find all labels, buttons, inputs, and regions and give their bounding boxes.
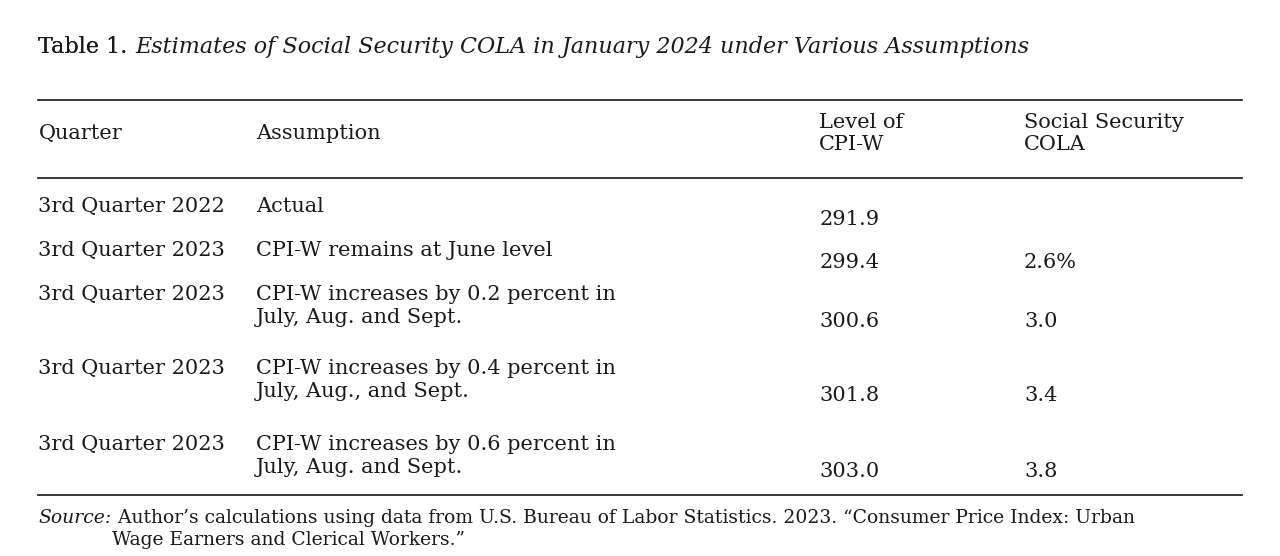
Text: 3rd Quarter 2023: 3rd Quarter 2023 (38, 285, 225, 304)
Text: CPI-W remains at June level: CPI-W remains at June level (256, 241, 553, 260)
Text: Quarter: Quarter (38, 124, 122, 143)
Text: CPI-W increases by 0.6 percent in
July, Aug. and Sept.: CPI-W increases by 0.6 percent in July, … (256, 435, 616, 477)
Text: 299.4: 299.4 (819, 253, 879, 272)
Text: 3rd Quarter 2023: 3rd Quarter 2023 (38, 435, 225, 454)
Text: 3.8: 3.8 (1024, 462, 1057, 481)
Text: 3rd Quarter 2023: 3rd Quarter 2023 (38, 359, 225, 378)
Text: Social Security
COLA: Social Security COLA (1024, 112, 1184, 155)
Text: 303.0: 303.0 (819, 462, 879, 481)
Text: Source:: Source: (38, 509, 111, 527)
Text: 301.8: 301.8 (819, 386, 879, 405)
Text: 3rd Quarter 2022: 3rd Quarter 2022 (38, 197, 225, 216)
Text: CPI-W increases by 0.4 percent in
July, Aug., and Sept.: CPI-W increases by 0.4 percent in July, … (256, 359, 616, 401)
Text: Estimates of Social Security COLA in January 2024 under Various Assumptions: Estimates of Social Security COLA in Jan… (134, 36, 1029, 58)
Text: Table 1.: Table 1. (38, 36, 134, 58)
Text: Table 1.: Table 1. (38, 36, 134, 58)
Text: 300.6: 300.6 (819, 312, 879, 331)
Text: Level of
CPI-W: Level of CPI-W (819, 112, 904, 155)
Text: CPI-W increases by 0.2 percent in
July, Aug. and Sept.: CPI-W increases by 0.2 percent in July, … (256, 285, 616, 327)
Text: 3.4: 3.4 (1024, 386, 1057, 405)
Text: 3rd Quarter 2023: 3rd Quarter 2023 (38, 241, 225, 260)
Text: 2.6%: 2.6% (1024, 253, 1076, 272)
Text: Author’s calculations using data from U.S. Bureau of Labor Statistics. 2023. “Co: Author’s calculations using data from U.… (111, 509, 1134, 549)
Text: Assumption: Assumption (256, 124, 380, 143)
Text: 3.0: 3.0 (1024, 312, 1057, 331)
Text: 291.9: 291.9 (819, 210, 879, 229)
Text: Actual: Actual (256, 197, 324, 216)
